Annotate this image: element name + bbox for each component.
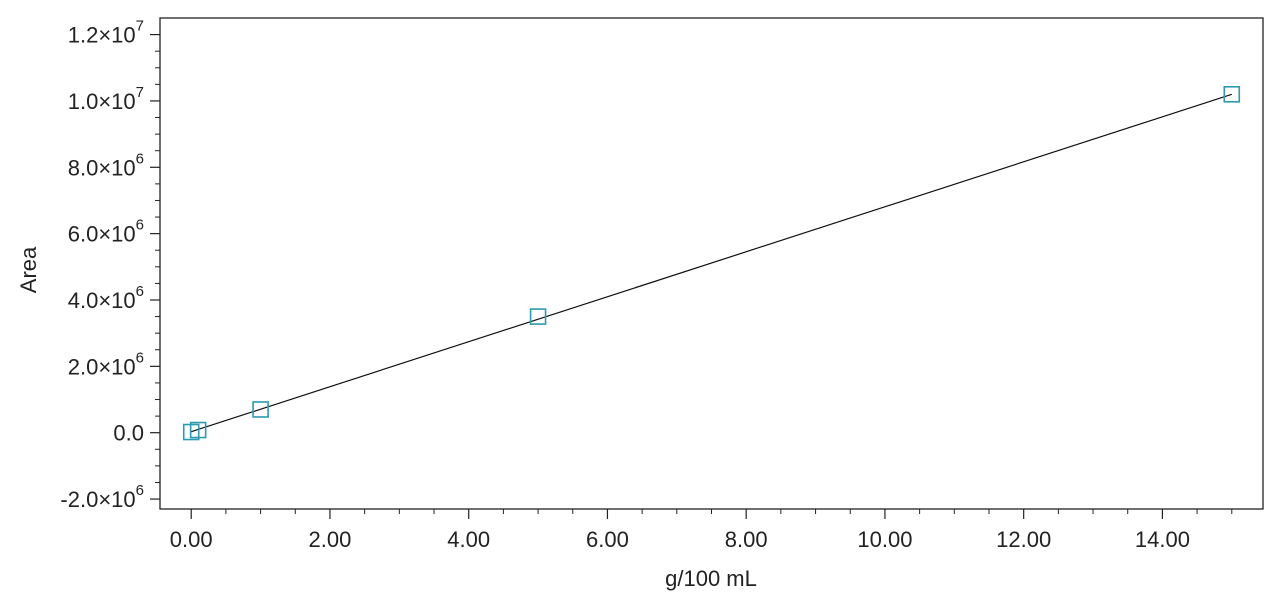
y-tick-label: 0.0 bbox=[113, 421, 144, 446]
data-point bbox=[252, 401, 269, 418]
x-tick-label: 10.00 bbox=[857, 527, 912, 552]
x-axis-ticks: 0.00 2.00 4.00 6.00 8.00 10.00 12.00 14.00 bbox=[170, 509, 1190, 552]
data-point bbox=[1223, 86, 1241, 103]
x-tick-label: 4.00 bbox=[447, 527, 490, 552]
y-tick-label: 8.0×106 bbox=[68, 150, 144, 180]
y-tick-label: 1.2×107 bbox=[68, 18, 144, 48]
data-point bbox=[529, 308, 547, 325]
y-minor-ticks bbox=[155, 50, 160, 483]
x-tick-label: 6.00 bbox=[586, 527, 629, 552]
y-axis-ticks: -2.0×106 0.0 2.0×106 4.0×106 6.0×106 8.0×106 1… bbox=[60, 18, 160, 512]
y-tick-label: 2.0×106 bbox=[68, 349, 144, 379]
y-tick-label: 4.0×106 bbox=[68, 283, 144, 313]
x-tick-label: 0.00 bbox=[170, 527, 213, 552]
y-tick-label: 1.0×107 bbox=[68, 84, 144, 114]
x-tick-label: 8.00 bbox=[725, 527, 768, 552]
x-tick-label: 14.00 bbox=[1135, 527, 1190, 552]
x-axis-title: g/100 mL bbox=[665, 566, 757, 591]
y-tick-label: -2.0×106 bbox=[60, 482, 144, 512]
x-tick-label: 12.00 bbox=[996, 527, 1051, 552]
y-tick-label: 6.0×106 bbox=[68, 217, 144, 247]
data-points bbox=[182, 86, 1241, 441]
x-tick-label: 2.00 bbox=[309, 527, 352, 552]
data-point bbox=[189, 421, 207, 439]
y-axis-title: Area bbox=[16, 246, 41, 293]
x-minor-ticks bbox=[225, 509, 1233, 514]
fit-line bbox=[191, 93, 1232, 433]
